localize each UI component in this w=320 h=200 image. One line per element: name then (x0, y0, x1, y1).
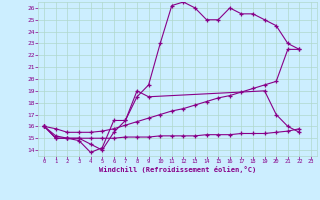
X-axis label: Windchill (Refroidissement éolien,°C): Windchill (Refroidissement éolien,°C) (99, 166, 256, 173)
